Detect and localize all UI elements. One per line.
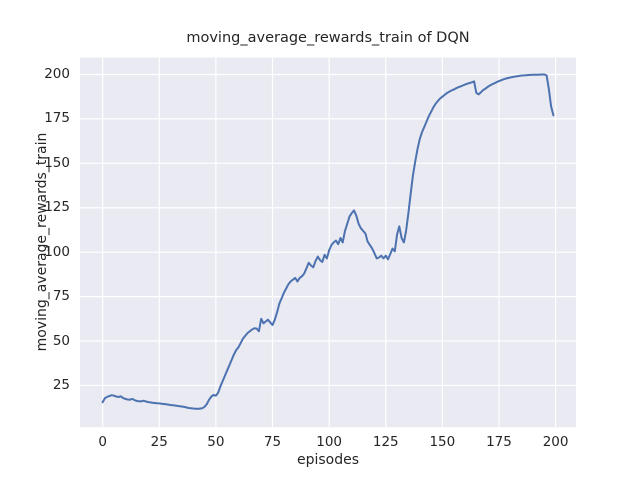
series-line [101, 73, 555, 410]
y-tick-label: 50 [52, 332, 70, 349]
y-tick-label: 25 [52, 376, 70, 393]
x-tick-label: 175 [486, 434, 512, 450]
x-tick-label: 200 [542, 434, 569, 450]
y-tick-label: 150 [44, 154, 70, 171]
chart-title: moving_average_rewards_train of DQN [186, 30, 470, 46]
x-tick-label: 125 [372, 434, 399, 450]
x-tick-label: 100 [316, 434, 343, 450]
x-axis-label: episodes [296, 452, 360, 468]
x-tick-label: 75 [263, 434, 282, 450]
y-tick-label: 125 [44, 199, 70, 216]
y-tick-label: 100 [44, 243, 70, 260]
x-tick-label: 150 [429, 434, 456, 450]
x-tick-label: 50 [207, 434, 225, 450]
x-tick-label: 25 [150, 434, 168, 450]
axes-background [80, 57, 576, 428]
x-tick-label: 0 [98, 434, 107, 450]
y-tick-label: 200 [44, 65, 70, 82]
y-tick-label: 175 [44, 110, 70, 127]
y-tick-label: 75 [52, 288, 70, 305]
